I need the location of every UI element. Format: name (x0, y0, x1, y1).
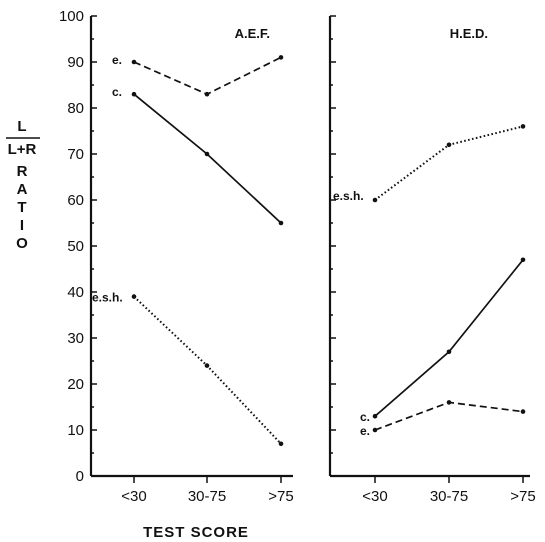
x-tick-label: >75 (510, 488, 535, 505)
y-tick-label: 100 (59, 8, 84, 25)
y-axis-word-letter: A (17, 181, 28, 198)
series-line (374, 401, 524, 431)
data-point (131, 59, 137, 65)
y-tick-label: 40 (67, 284, 84, 301)
series-label: e.s.h. (92, 291, 123, 305)
panel-title: A.E.F. (235, 26, 270, 41)
data-point (520, 409, 526, 414)
series-line (133, 56, 282, 96)
y-axis-word-letter: I (20, 217, 24, 234)
y-tick-label: 50 (67, 238, 84, 255)
series-label: e. (112, 53, 122, 67)
series-line (133, 93, 282, 224)
x-tick-label: >75 (268, 488, 293, 505)
chart-panel: <30 30-75 >75 H.E.D. e.s.h. c.e. (328, 15, 536, 505)
y-tick-label: 30 (67, 330, 84, 347)
data-point (446, 400, 452, 405)
x-tick-label: <30 (121, 488, 146, 505)
series: c. (112, 85, 284, 226)
y-axis-word-letter: T (17, 199, 26, 216)
x-tick-label: 30-75 (188, 488, 226, 505)
series: e. (112, 53, 284, 97)
data-point (372, 427, 378, 433)
y-tick-label: 70 (67, 146, 84, 163)
x-tick-label: <30 (362, 488, 387, 505)
series-line (374, 125, 524, 201)
x-tick-label: 30-75 (430, 488, 468, 505)
series: e.s.h. (92, 291, 284, 447)
data-point (131, 294, 137, 299)
y-tick-label: 60 (67, 192, 84, 209)
chart-panel: 0 10 20 30 40 50 60 70 80 90 100 <30 30-75 >75 A.E.F. e… (59, 8, 294, 505)
data-point (131, 91, 137, 97)
panel-title: H.E.D. (450, 26, 488, 41)
data-point (372, 197, 378, 203)
series: e. (360, 400, 526, 438)
y-tick-label: 10 (67, 422, 84, 439)
data-point (278, 55, 284, 60)
y-tick-label: 20 (67, 376, 84, 393)
y-tick-label: 90 (67, 54, 84, 71)
y-axis-numerator: L (17, 118, 26, 135)
data-point (520, 257, 526, 263)
data-point (520, 124, 526, 129)
series-line (374, 259, 524, 417)
data-point (204, 91, 210, 97)
y-tick-label: 0 (76, 468, 84, 485)
series-line (133, 295, 282, 445)
x-axis-title: TEST SCORE (143, 524, 249, 541)
y-axis-word-letter: R (17, 163, 28, 180)
y-axis-word-letter: O (16, 235, 28, 252)
data-point (204, 363, 210, 368)
data-point (446, 142, 452, 148)
series-label: c. (112, 85, 122, 99)
data-point (204, 151, 210, 157)
series-label: e.s.h. (333, 189, 364, 203)
series-label: e. (360, 424, 370, 438)
y-axis-denominator: L+R (8, 141, 37, 158)
series-label: c. (360, 410, 370, 424)
data-point (446, 349, 452, 355)
data-point (372, 413, 378, 419)
y-tick-label: 80 (67, 100, 84, 117)
series: c. (360, 257, 526, 424)
data-point (278, 220, 284, 226)
series: e.s.h. (333, 124, 526, 203)
data-point (278, 441, 284, 447)
